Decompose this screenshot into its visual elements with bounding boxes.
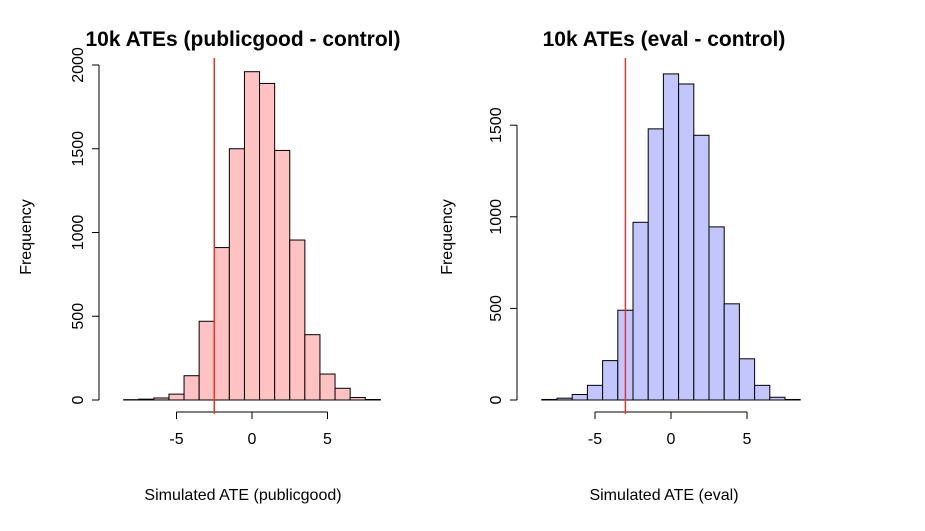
- histogram-bar: [304, 334, 321, 401]
- histogram-bar: [183, 375, 200, 401]
- histogram-bar: [784, 398, 801, 401]
- histogram-bar: [319, 373, 336, 401]
- y-axis-label: Frequency: [18, 199, 35, 275]
- histogram-bar: [138, 398, 155, 401]
- y-tick-label: 1000: [70, 215, 87, 251]
- histogram-bar: [723, 303, 740, 401]
- histogram-bar: [754, 384, 771, 401]
- histogram-bar: [243, 71, 261, 401]
- x-tick-label: -5: [588, 431, 602, 448]
- histogram-bar: [289, 239, 306, 401]
- y-axis: 0 500 1000 1500: [488, 107, 518, 404]
- histogram-bar: [259, 82, 276, 401]
- histogram-bar: [274, 149, 291, 401]
- chart-title: 10k ATEs (eval - control): [543, 28, 786, 51]
- x-tick-label: -5: [169, 431, 183, 448]
- histogram-bar: [168, 393, 185, 401]
- histogram-bar: [738, 358, 756, 401]
- x-tick-label: 0: [667, 431, 676, 448]
- chart-title: 10k ATEs (publicgood - control): [86, 28, 401, 51]
- x-axis: -5 0 5: [169, 411, 332, 448]
- y-tick-label: 0: [70, 395, 87, 404]
- histogram-bar: [213, 247, 230, 401]
- histogram-bar: [571, 394, 588, 401]
- y-tick-label: 0: [488, 395, 505, 404]
- y-axis-label: Frequency: [439, 199, 456, 275]
- histogram-bar: [349, 396, 366, 401]
- panel-publicgood: 10k ATEs (publicgood - control) Simulate…: [18, 28, 401, 504]
- y-axis: 0 500 1000 1500 2000: [70, 47, 100, 404]
- histogram-bar: [693, 134, 710, 401]
- histogram-bars: [123, 71, 381, 401]
- histogram-bar: [334, 387, 351, 401]
- y-tick-label: 1000: [488, 199, 505, 235]
- histogram-bar: [556, 397, 573, 401]
- histogram-bar: [662, 73, 680, 401]
- y-tick-label: 2000: [70, 47, 87, 83]
- histogram-bar: [632, 221, 649, 401]
- histogram-bar: [586, 384, 604, 401]
- y-tick-label: 500: [488, 295, 505, 322]
- histogram-bar: [198, 320, 215, 401]
- y-tick-label: 500: [70, 303, 87, 330]
- x-tick-label: 5: [743, 431, 752, 448]
- histogram-bar: [647, 128, 664, 401]
- histogram-bar: [708, 226, 725, 401]
- y-tick-label: 1500: [70, 131, 87, 167]
- histogram-bar: [153, 397, 170, 401]
- histogram-bar: [228, 148, 245, 401]
- x-axis-label: Simulated ATE (eval): [589, 487, 738, 504]
- x-tick-label: 0: [248, 431, 257, 448]
- x-axis-label: Simulated ATE (publicgood): [144, 487, 341, 504]
- histogram-bar: [678, 83, 695, 401]
- y-tick-label: 1500: [488, 107, 505, 143]
- histogram-bar: [364, 398, 381, 401]
- histogram-bar: [541, 398, 558, 401]
- histogram-bar: [602, 360, 619, 401]
- x-tick-label: 5: [323, 431, 332, 448]
- histogram-bar: [769, 396, 786, 401]
- histogram-bars: [541, 73, 801, 401]
- panel-eval: 10k ATEs (eval - control) Simulated ATE …: [439, 28, 801, 504]
- x-axis: -5 0 5: [588, 411, 752, 448]
